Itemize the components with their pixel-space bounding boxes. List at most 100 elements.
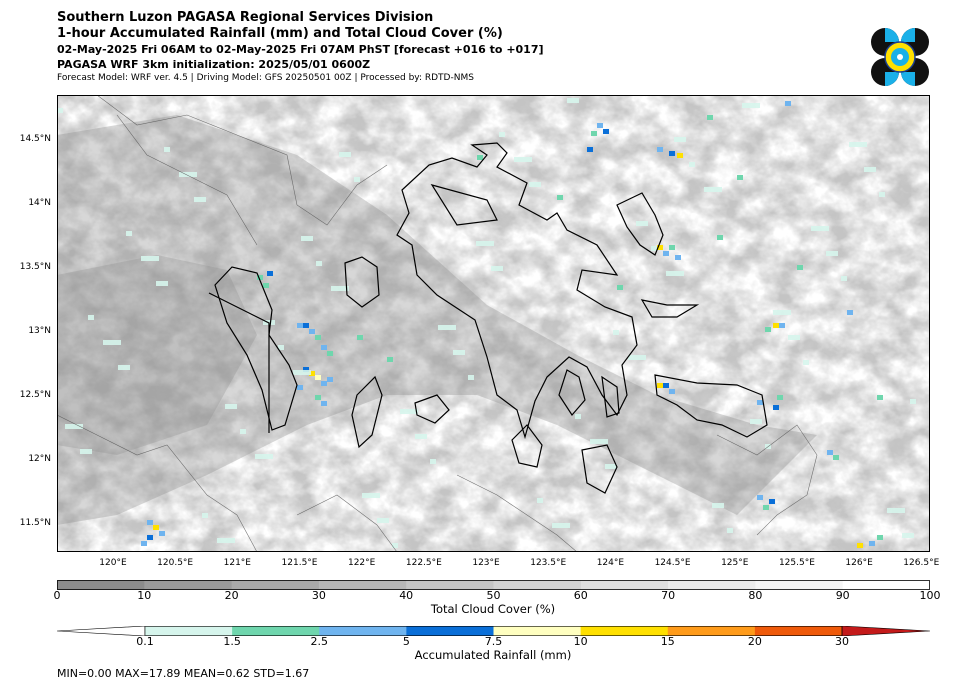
- cloud-colorbar-tick: 10: [137, 589, 152, 602]
- rain-cell: [849, 142, 867, 147]
- rain-cell: [797, 265, 803, 270]
- rain-cell: [392, 543, 398, 548]
- rain-colorbar-segment: [406, 626, 494, 636]
- rain-cell: [666, 271, 684, 276]
- lon-label: 123°E: [472, 558, 500, 568]
- rainfall-cells: [57, 98, 916, 548]
- rain-colorbar-segment: [319, 626, 407, 636]
- rain-cell: [757, 400, 763, 405]
- cloud-colorbar-tick: 60: [573, 589, 588, 602]
- rain-cell: [357, 335, 363, 340]
- rain-cell: [491, 266, 503, 271]
- lat-label: 14°N: [28, 197, 51, 208]
- rain-cell: [225, 404, 237, 409]
- rain-cell: [476, 241, 494, 246]
- cloud-colorbar-segment: [493, 580, 582, 590]
- rain-cell: [669, 389, 675, 394]
- cloud-colorbar-segment: [57, 580, 145, 590]
- rain-cell: [156, 281, 168, 286]
- rain-cell: [902, 533, 914, 538]
- rain-cell: [103, 340, 121, 345]
- cloud-colorbar-segment: [144, 580, 233, 590]
- rain-cell: [826, 251, 838, 256]
- rain-cell: [575, 414, 581, 419]
- rain-cell: [773, 310, 791, 315]
- rain-colorbar-max-extension: [841, 626, 930, 636]
- rain-cell: [327, 351, 333, 356]
- cloud-colorbar-tick: 40: [399, 589, 414, 602]
- rain-colorbar-segment: [580, 626, 669, 636]
- rain-cell: [529, 182, 541, 187]
- rain-cell: [777, 395, 783, 400]
- cloud-colorbar-frame: [57, 580, 930, 590]
- rain-cell: [415, 434, 427, 439]
- rain-cell: [704, 187, 722, 192]
- rain-cell: [617, 285, 623, 290]
- cloud-colorbar-segment: [668, 580, 756, 590]
- rain-colorbar-tick: 2.5: [310, 635, 329, 648]
- rain-cell: [57, 108, 63, 113]
- rain-cell: [202, 513, 208, 518]
- rain-cell: [303, 367, 309, 372]
- rain-cell: [514, 157, 532, 162]
- rain-colorbar: [57, 626, 930, 636]
- rain-cell: [65, 424, 83, 429]
- lon-label: 123.5°E: [530, 558, 567, 568]
- rain-cell: [663, 383, 669, 388]
- rain-cell: [321, 401, 327, 406]
- rain-cell: [217, 538, 235, 543]
- cloud-colorbar-tick: 50: [486, 589, 501, 602]
- rain-cell: [263, 283, 269, 288]
- rain-cell: [603, 129, 609, 134]
- rain-cell: [613, 330, 619, 335]
- rain-cell: [785, 101, 791, 106]
- rain-cell: [877, 535, 883, 540]
- rain-cell: [267, 271, 273, 276]
- lat-label: 12°N: [28, 453, 51, 464]
- rain-cell: [315, 395, 321, 400]
- rain-colorbar-tick: 30: [835, 635, 849, 648]
- rain-cell: [303, 323, 309, 328]
- title-block: Southern Luzon PAGASA Regional Services …: [57, 10, 544, 85]
- cloud-colorbar-tick: 90: [835, 589, 850, 602]
- model-info: Forecast Model: WRF ver. 4.5 | Driving M…: [57, 73, 474, 83]
- rain-cell: [803, 360, 809, 365]
- cloud-colorbar-tick: 20: [224, 589, 239, 602]
- rain-cell: [657, 245, 663, 250]
- rain-cell: [309, 329, 315, 334]
- rain-cell: [315, 335, 321, 340]
- cloud-colorbar: [57, 580, 930, 590]
- rain-cell: [468, 375, 474, 380]
- rain-cell: [769, 499, 775, 504]
- rain-cell: [657, 147, 663, 152]
- rain-colorbar-tick: 1.5: [223, 635, 241, 648]
- lon-label: 121.5°E: [281, 558, 318, 568]
- coastline-boundaries: [208, 142, 768, 494]
- rain-cell: [779, 323, 785, 328]
- rain-cell: [88, 315, 94, 320]
- rain-cell: [147, 520, 153, 525]
- lat-label: 13.5°N: [19, 261, 51, 272]
- stats-line: MIN=0.00 MAX=17.89 MEAN=0.62 STD=1.67: [57, 667, 310, 680]
- rain-colorbar-tick: 0.1: [136, 635, 154, 648]
- valid-time: 02-May-2025 Fri 06AM to 02-May-2025 Fri …: [57, 43, 544, 56]
- rain-cell: [763, 505, 769, 510]
- rain-cell: [651, 246, 657, 251]
- rain-cell: [387, 357, 393, 362]
- rain-cell: [717, 235, 723, 240]
- lat-label: 11.5°N: [19, 517, 51, 528]
- cloud-colorbar-tick: 30: [311, 589, 326, 602]
- rain-cell: [331, 286, 349, 291]
- rain-cell: [255, 454, 273, 459]
- cloud-colorbar-segment: [231, 580, 320, 590]
- rain-cell: [278, 345, 284, 350]
- rain-cell: [811, 226, 829, 231]
- lon-label: 124.5°E: [654, 558, 691, 568]
- lon-label: 125°E: [721, 558, 749, 568]
- rain-cell: [453, 350, 465, 355]
- rain-cell: [159, 531, 165, 536]
- rain-colorbar-segment: [232, 626, 320, 636]
- rain-cell: [147, 535, 153, 540]
- rain-cell: [164, 147, 170, 152]
- rain-colorbar-title: Accumulated Rainfall (mm): [414, 648, 572, 662]
